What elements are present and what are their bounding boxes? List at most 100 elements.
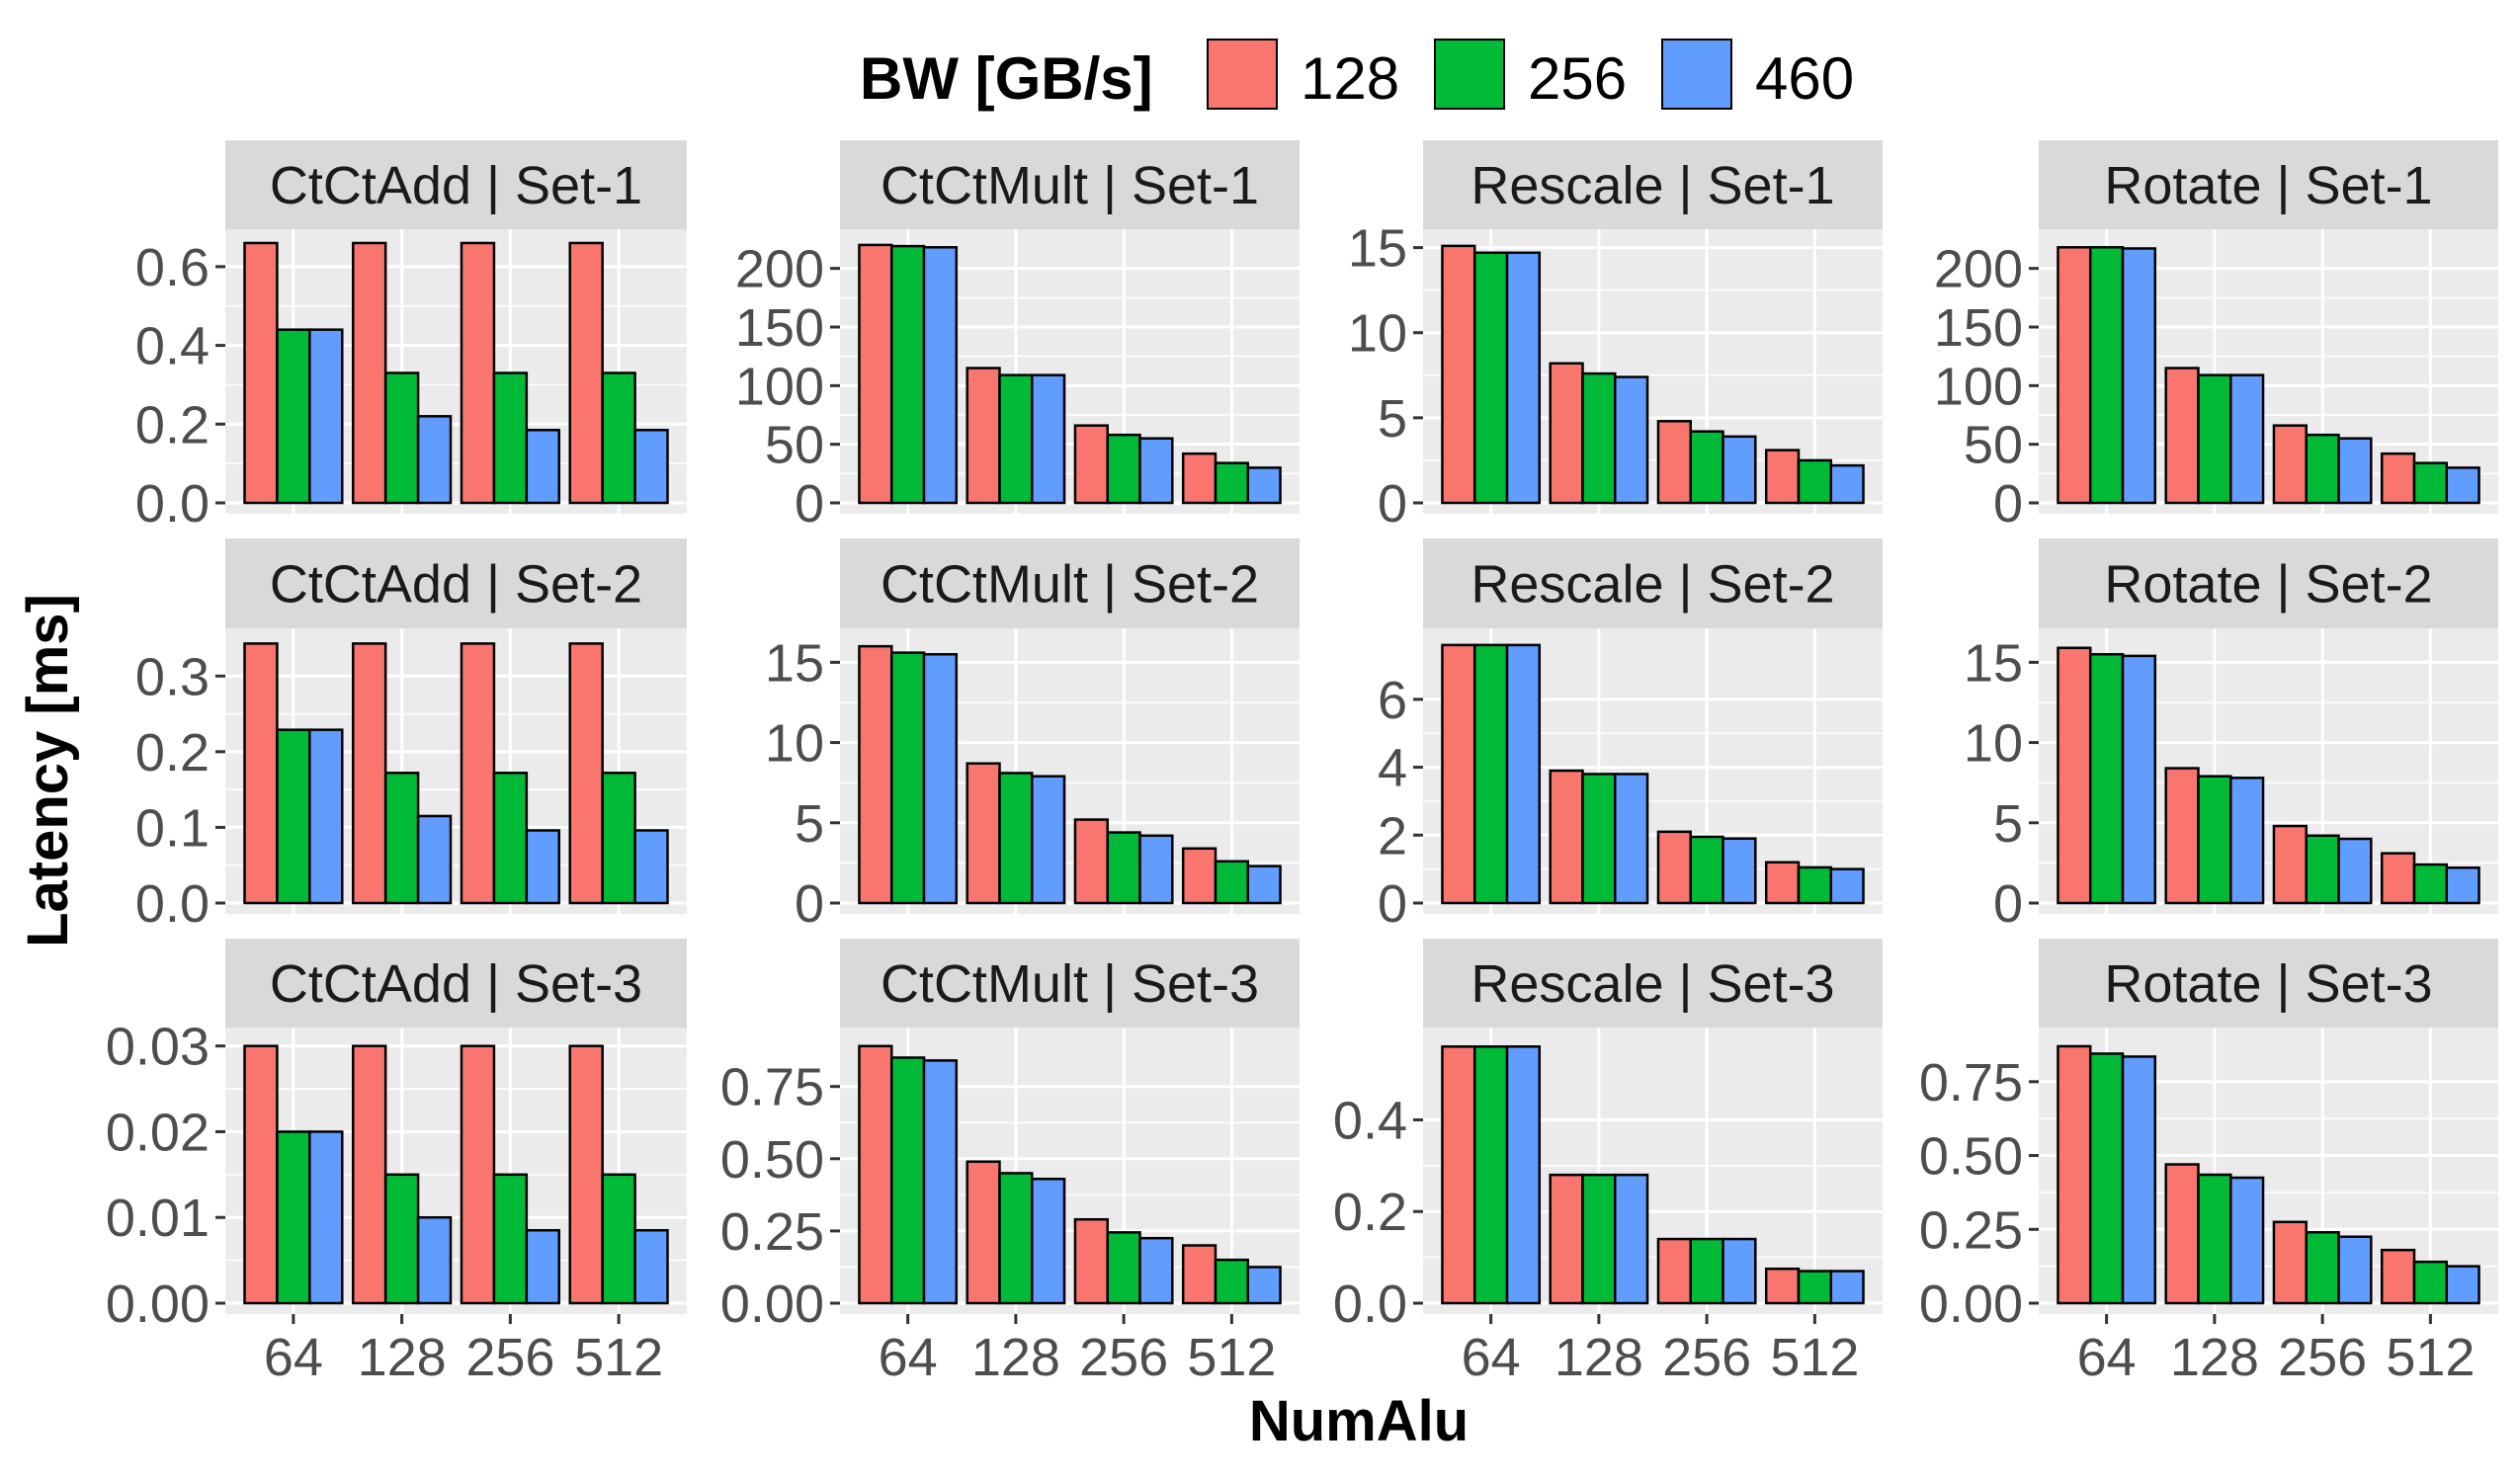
x-tick-label: 64 [2077,1328,2137,1387]
bar-128-256 [2272,824,2308,905]
bar-128-256 [1656,420,1692,505]
bar-128-256 [2272,1220,2308,1305]
legend-label-128: 128 [1301,45,1399,112]
x-tick-label: 512 [574,1328,663,1387]
bar-256-256 [1106,1231,1141,1305]
facet-strip [1423,140,1883,229]
bar-256-64 [2088,1052,2125,1305]
bar-256-128 [1581,773,1617,905]
facet-strip [840,939,1300,1028]
bar-256-512 [601,772,636,905]
bar-128-64 [243,642,279,905]
bar-256-128 [383,371,420,505]
bar-256-128 [1581,371,1617,505]
bar-128-512 [2380,1248,2416,1305]
bar-256-256 [492,1173,529,1305]
bar-460-128 [2229,1176,2265,1305]
bar-128-512 [1764,861,1801,905]
bar-460-128 [416,1215,453,1305]
panel-rescale-set-2: Rescale | Set-2 0 2 4 6 [1378,538,1883,934]
bar-256-512 [1797,458,1833,505]
bar-460-256 [2337,837,2373,905]
bar-460-64 [2121,1055,2157,1305]
y-tick-label: 0.1 [135,798,210,858]
y-tick-label: 0.02 [106,1103,210,1162]
bar-128-64 [858,243,893,505]
y-tick-label: 0.0 [1333,1275,1407,1334]
bar-128-512 [2380,452,2416,505]
bar-256-64 [889,651,926,905]
bar-256-128 [998,772,1034,905]
bar-460-64 [1505,251,1542,505]
bar-460-64 [922,246,959,505]
bar-128-128 [2164,367,2200,505]
facet-strip [225,538,687,628]
facet-strip [840,140,1300,229]
y-tick-label: 0.4 [1333,1091,1407,1150]
y-tick-label: 200 [1934,240,2023,299]
bar-128-512 [568,642,604,905]
bar-128-256 [460,241,496,505]
bar-256-256 [492,772,529,905]
y-tick-label: 150 [1934,298,2023,358]
legend-label-460: 460 [1755,45,1854,112]
bar-256-256 [2305,834,2340,905]
legend-title: BW [GB/s] [860,45,1153,112]
x-tick-label: 512 [1770,1328,1859,1387]
bar-256-128 [2197,775,2232,905]
bar-128-128 [1549,769,1584,905]
bar-256-128 [998,1172,1034,1305]
bar-460-64 [922,1059,959,1305]
bar-460-64 [1505,643,1542,905]
bar-256-128 [2197,1173,2232,1305]
bar-128-128 [966,367,1001,505]
bar-256-64 [2088,652,2125,905]
bar-256-64 [889,1056,926,1305]
bar-256-256 [1106,433,1141,505]
y-tick-label: 0.01 [106,1189,210,1248]
bar-128-128 [351,241,387,505]
bar-256-256 [1689,1237,1724,1305]
panel-ctctmult-set-2: CtCtMult | Set-2 0 5 10 15 [765,538,1300,934]
bar-128-256 [1073,424,1109,505]
bar-256-512 [1214,461,1250,505]
facet-strip-label: CtCtMult | Set-2 [881,555,1259,615]
x-tick-label: 256 [1079,1328,1168,1387]
y-tick-label: 100 [735,357,824,416]
bar-460-512 [633,829,669,905]
bar-128-64 [1441,643,1476,905]
bar-128-256 [460,1044,496,1305]
bar-256-64 [276,1130,311,1305]
bar-128-256 [1073,818,1109,905]
bar-128-512 [2380,852,2416,905]
bar-460-128 [1614,1173,1649,1305]
bar-256-64 [276,728,311,905]
bar-460-256 [525,429,561,505]
y-tick-label: 0.0 [135,474,210,534]
bar-460-512 [1829,867,1865,905]
bar-128-512 [1764,1267,1801,1305]
bar-460-128 [2229,373,2265,505]
bar-460-128 [1031,775,1066,905]
y-tick-label: 0.00 [106,1275,210,1334]
bar-128-128 [966,762,1001,905]
bar-128-128 [1549,362,1584,505]
bar-128-256 [1656,1237,1692,1305]
bar-460-256 [525,1228,561,1305]
bar-460-64 [1505,1045,1542,1305]
bar-460-512 [2445,466,2480,505]
bar-460-256 [1722,837,1757,905]
bar-128-128 [1549,1173,1584,1305]
bar-128-128 [2164,1163,2200,1305]
x-axis-title: NumAlu [1249,1389,1469,1453]
bar-128-512 [568,241,604,505]
bar-256-256 [1106,831,1141,905]
x-tick-label: 64 [264,1328,323,1387]
facet-strip-label: CtCtMult | Set-3 [881,954,1259,1014]
bar-460-256 [525,829,561,905]
y-tick-label: 5 [1378,389,1407,449]
bar-256-512 [2412,1260,2449,1305]
x-tick-label: 128 [971,1328,1060,1387]
